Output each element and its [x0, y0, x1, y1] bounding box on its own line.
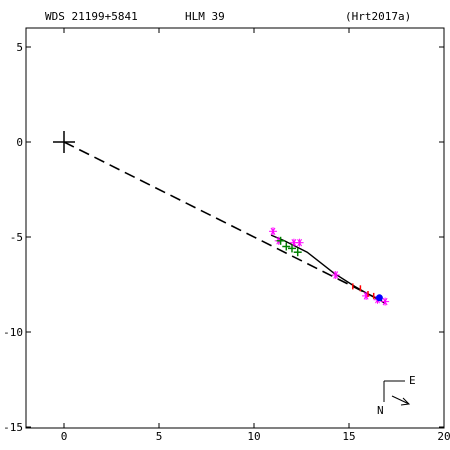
- observation-green-plus: [282, 242, 291, 251]
- observation-green-plus: [293, 248, 302, 257]
- observation-green-plus: [276, 236, 285, 245]
- compass-east-label: E: [409, 374, 416, 387]
- plot-frame: [25, 27, 445, 429]
- dashed-line: [63, 141, 384, 303]
- x-axis-ticks: 0 5 10 15 20: [61, 28, 450, 443]
- y-tick-label: -5: [10, 231, 23, 244]
- wds-label: WDS 21199+5841: [45, 10, 138, 23]
- x-tick-label: 20: [437, 430, 450, 443]
- chart-marks: [53, 131, 390, 306]
- compass-rose: E N: [377, 374, 416, 417]
- y-axis-ticks: 5 0 -5 -10 -15: [3, 41, 444, 434]
- compass-arrow-head: [400, 397, 411, 406]
- observation-magenta-asterisk: [295, 238, 304, 247]
- x-tick-label: 15: [342, 430, 355, 443]
- x-tick-label: 10: [247, 430, 260, 443]
- observation-magenta-asterisk: [381, 297, 390, 306]
- reference-label: (Hrt2017a): [345, 10, 411, 23]
- primary-star: [53, 131, 75, 153]
- observation-magenta-asterisk: [362, 291, 371, 300]
- observation-green-plus: [288, 244, 296, 253]
- observation-magenta-asterisk: [331, 271, 340, 279]
- observation-blue-dot: [375, 294, 383, 302]
- x-tick-label: 0: [61, 430, 68, 443]
- discoverer-label: HLM 39: [185, 10, 225, 23]
- y-tick-label: -10: [3, 326, 23, 339]
- compass-arrow-shaft: [391, 395, 410, 405]
- observation-magenta-asterisk: [269, 227, 277, 236]
- chart-lines: [63, 141, 386, 305]
- x-tick-label: 5: [156, 430, 163, 443]
- compass-north-label: N: [377, 404, 384, 417]
- y-tick-label: 0: [16, 136, 23, 149]
- y-tick-label: -15: [3, 421, 23, 434]
- y-tick-label: 5: [16, 41, 23, 54]
